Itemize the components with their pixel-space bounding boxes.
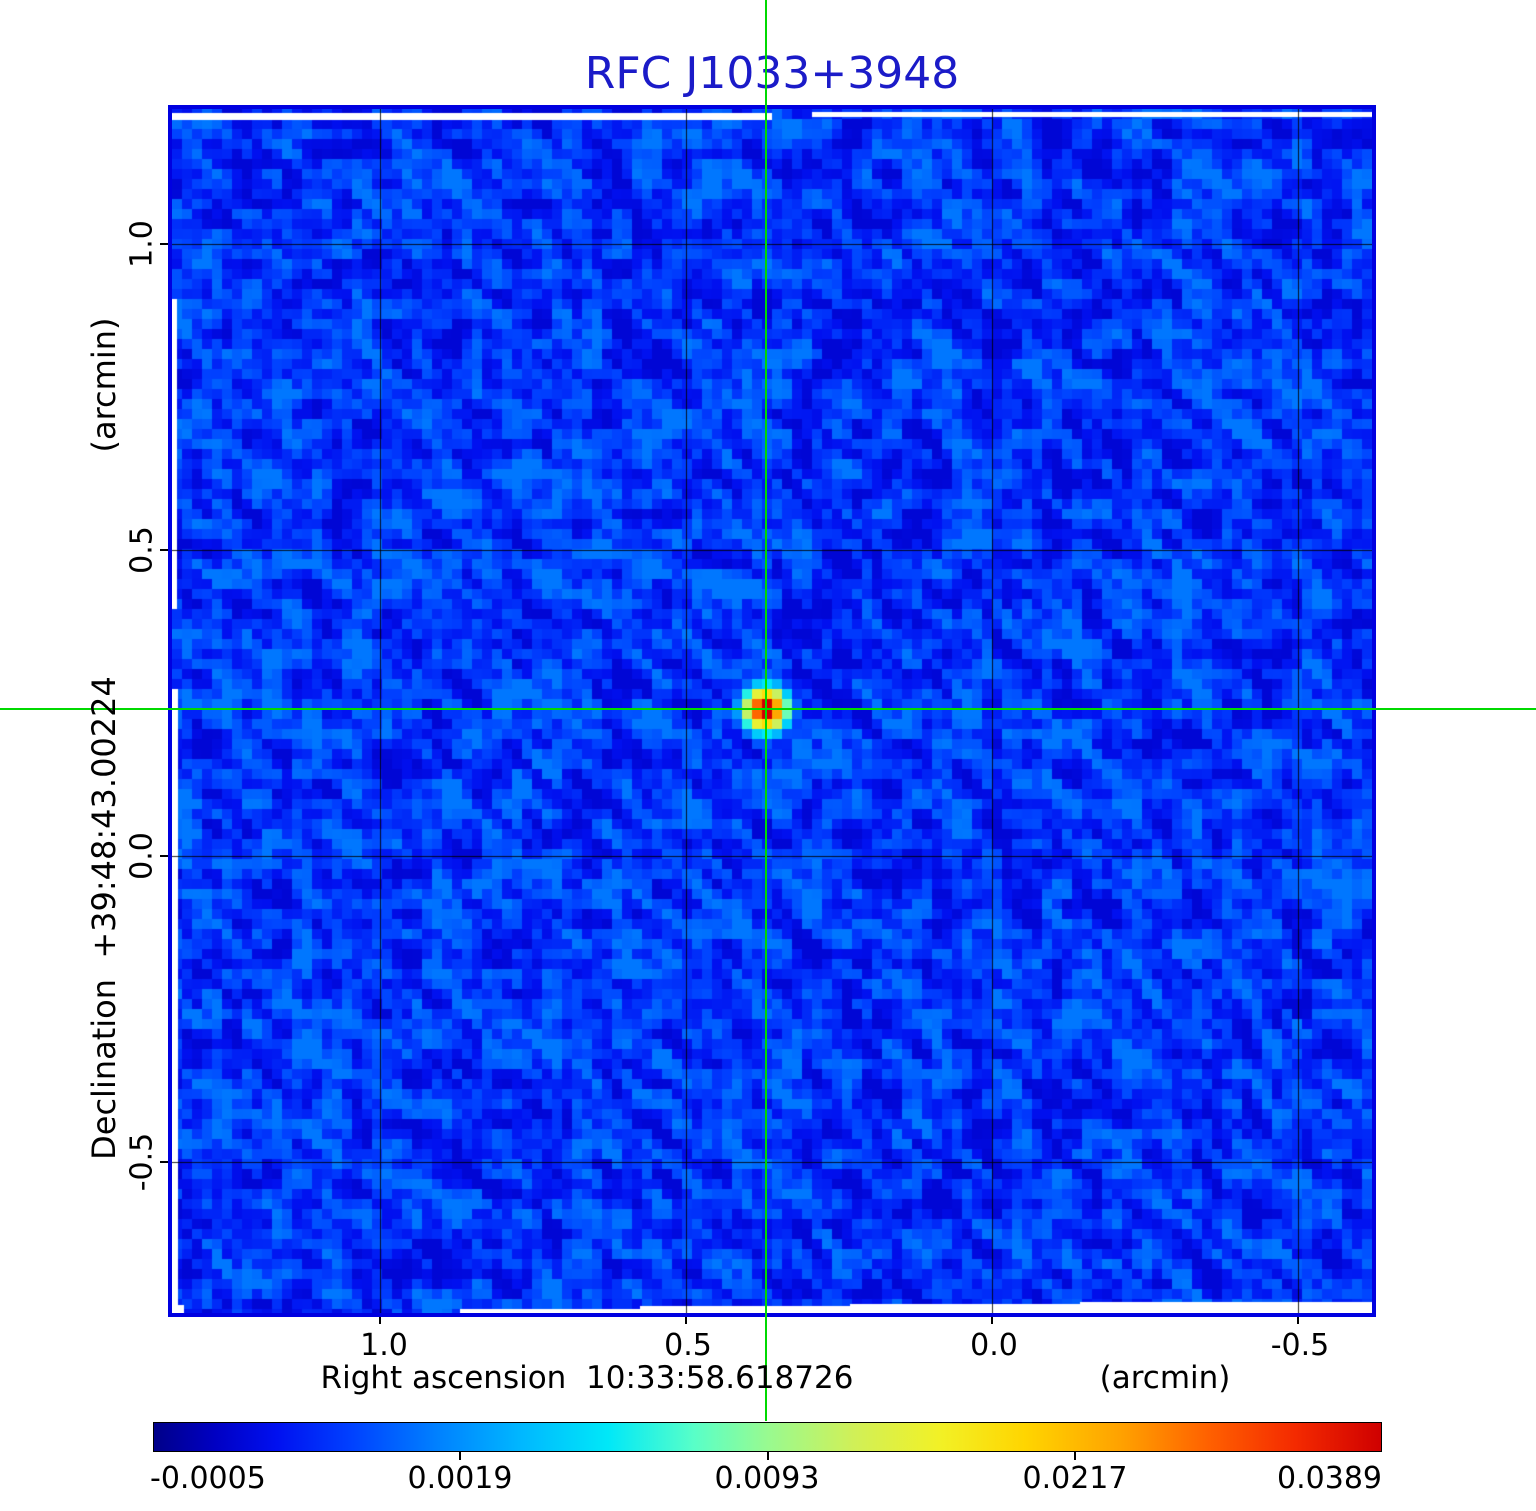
x-axis-unit-label: (arcmin)	[1099, 1360, 1231, 1396]
y-tick-label: 1.0	[124, 220, 160, 268]
x-axis-tick-mark	[991, 1317, 993, 1324]
colorbar-tick-label: 0.0093	[714, 1461, 820, 1496]
x-axis-tick-mark	[685, 1317, 687, 1324]
y-tick-label: 0.5	[124, 526, 160, 574]
colorbar-tick-label: 0.0389	[1277, 1461, 1382, 1496]
colorbar-tick-mark	[1074, 1452, 1076, 1460]
colorbar-tick-mark	[459, 1452, 461, 1460]
x-tick-label: 0.5	[664, 1328, 712, 1363]
crosshair-horizontal-line	[0, 708, 1536, 710]
y-axis-tick-mark	[160, 855, 168, 857]
sky-image-heatmap	[172, 109, 1372, 1313]
y-axis-label: Declination +39:48:43.00224	[85, 676, 123, 1160]
plot-frame	[168, 105, 1376, 1317]
x-axis-tick-mark	[379, 1317, 381, 1324]
y-axis-tick-mark	[160, 243, 168, 245]
colorbar-tick-label: 0.0217	[1022, 1461, 1128, 1496]
y-axis-unit-label: (arcmin)	[85, 317, 123, 453]
x-axis-tick-mark	[1297, 1317, 1299, 1324]
x-axis-label: Right ascension 10:33:58.618726	[320, 1360, 854, 1396]
x-tick-label: 1.0	[360, 1328, 408, 1363]
figure-title: RFC J1033+3948	[584, 48, 960, 99]
colorbar-tick-label: -0.0005	[150, 1461, 266, 1496]
x-tick-label: 0.0	[970, 1328, 1018, 1363]
crosshair-vertical-line	[765, 0, 767, 1421]
colorbar-tick-mark	[767, 1452, 769, 1460]
y-axis-tick-mark	[160, 549, 168, 551]
colorbar-gradient	[153, 1422, 1382, 1452]
y-tick-label: -0.5	[124, 1132, 160, 1192]
x-tick-label: -0.5	[1270, 1328, 1330, 1363]
y-tick-label: 0.0	[124, 832, 160, 880]
y-axis-tick-mark	[160, 1161, 168, 1163]
colorbar-tick-label: 0.0019	[407, 1461, 513, 1496]
